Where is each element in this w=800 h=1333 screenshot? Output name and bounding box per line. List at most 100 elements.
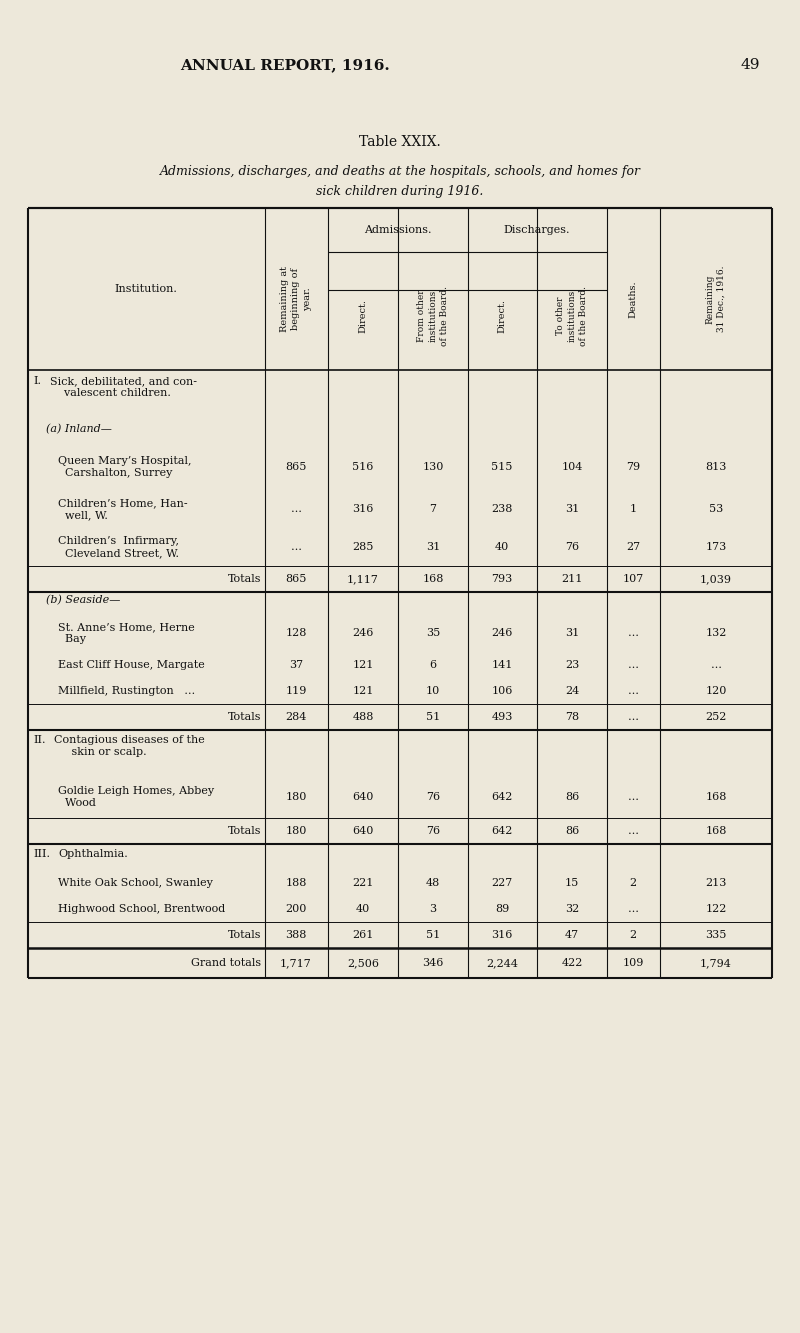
Text: 86: 86 [565, 792, 579, 802]
Text: 35: 35 [426, 628, 440, 639]
Text: 261: 261 [352, 930, 374, 940]
Text: Grand totals: Grand totals [191, 958, 261, 968]
Text: 86: 86 [565, 826, 579, 836]
Text: Ophthalmia.: Ophthalmia. [58, 849, 128, 858]
Text: 10: 10 [426, 686, 440, 696]
Text: 173: 173 [706, 543, 726, 552]
Text: Sick, debilitated, and con-
    valescent children.: Sick, debilitated, and con- valescent ch… [50, 376, 197, 399]
Text: 15: 15 [565, 878, 579, 888]
Text: ANNUAL REPORT, 1916.: ANNUAL REPORT, 1916. [180, 59, 390, 72]
Text: 7: 7 [430, 504, 437, 515]
Text: 2: 2 [630, 930, 637, 940]
Text: 316: 316 [352, 504, 374, 515]
Text: Contagious diseases of the
     skin or scalp.: Contagious diseases of the skin or scalp… [54, 734, 205, 757]
Text: 49: 49 [741, 59, 760, 72]
Text: …: … [627, 660, 638, 670]
Text: 2: 2 [630, 878, 637, 888]
Text: …: … [627, 686, 638, 696]
Text: 200: 200 [286, 904, 306, 914]
Text: 1,717: 1,717 [280, 958, 312, 968]
Text: Direct.: Direct. [358, 299, 367, 333]
Text: 51: 51 [426, 930, 440, 940]
Text: 48: 48 [426, 878, 440, 888]
Text: 422: 422 [562, 958, 582, 968]
Text: 79: 79 [626, 463, 640, 472]
Text: 488: 488 [352, 712, 374, 722]
Text: 37: 37 [289, 660, 303, 670]
Text: 76: 76 [426, 826, 440, 836]
Text: Children’s Home, Han-
  well, W.: Children’s Home, Han- well, W. [58, 497, 188, 520]
Text: 640: 640 [352, 826, 374, 836]
Text: 168: 168 [706, 826, 726, 836]
Text: 128: 128 [286, 628, 306, 639]
Text: 388: 388 [286, 930, 306, 940]
Text: Direct.: Direct. [498, 299, 506, 333]
Text: 40: 40 [495, 543, 509, 552]
Text: 104: 104 [562, 463, 582, 472]
Text: Queen Mary’s Hospital,
  Carshalton, Surrey: Queen Mary’s Hospital, Carshalton, Surre… [58, 456, 191, 479]
Text: 211: 211 [562, 575, 582, 584]
Text: …: … [627, 826, 638, 836]
Text: …: … [627, 712, 638, 722]
Text: 31: 31 [565, 504, 579, 515]
Text: 642: 642 [491, 792, 513, 802]
Text: 640: 640 [352, 792, 374, 802]
Text: Institution.: Institution. [114, 284, 178, 295]
Text: St. Anne’s Home, Herne
  Bay: St. Anne’s Home, Herne Bay [58, 621, 194, 644]
Text: …: … [627, 792, 638, 802]
Text: 3: 3 [430, 904, 437, 914]
Text: Discharges.: Discharges. [504, 225, 570, 235]
Text: 221: 221 [352, 878, 374, 888]
Text: 1: 1 [630, 504, 637, 515]
Text: 813: 813 [706, 463, 726, 472]
Text: 346: 346 [422, 958, 444, 968]
Text: 47: 47 [565, 930, 579, 940]
Text: 515: 515 [491, 463, 513, 472]
Text: 53: 53 [709, 504, 723, 515]
Text: Deaths.: Deaths. [629, 280, 638, 317]
Text: From other
institutions
of the Board.: From other institutions of the Board. [418, 287, 449, 347]
Text: 107: 107 [622, 575, 644, 584]
Text: 188: 188 [286, 878, 306, 888]
Text: 335: 335 [706, 930, 726, 940]
Text: 865: 865 [286, 463, 306, 472]
Text: 227: 227 [491, 878, 513, 888]
Text: Admissions.: Admissions. [364, 225, 432, 235]
Text: 119: 119 [286, 686, 306, 696]
Text: 122: 122 [706, 904, 726, 914]
Text: 121: 121 [352, 660, 374, 670]
Text: 106: 106 [491, 686, 513, 696]
Text: …: … [290, 504, 302, 515]
Text: 31: 31 [426, 543, 440, 552]
Text: 2,244: 2,244 [486, 958, 518, 968]
Text: 1,794: 1,794 [700, 958, 732, 968]
Text: Totals: Totals [227, 575, 261, 584]
Text: 1,039: 1,039 [700, 575, 732, 584]
Text: (b) Seaside—: (b) Seaside— [46, 595, 120, 605]
Text: 109: 109 [622, 958, 644, 968]
Text: 516: 516 [352, 463, 374, 472]
Text: 23: 23 [565, 660, 579, 670]
Text: 120: 120 [706, 686, 726, 696]
Text: 24: 24 [565, 686, 579, 696]
Text: 316: 316 [491, 930, 513, 940]
Text: (a) Inland—: (a) Inland— [46, 424, 112, 435]
Text: Totals: Totals [227, 826, 261, 836]
Text: 252: 252 [706, 712, 726, 722]
Text: East Cliff House, Margate: East Cliff House, Margate [58, 660, 205, 670]
Text: Table XXIX.: Table XXIX. [359, 135, 441, 149]
Text: Remaining
31 Dec., 1916.: Remaining 31 Dec., 1916. [706, 265, 726, 332]
Text: White Oak School, Swanley: White Oak School, Swanley [58, 878, 213, 888]
Text: To other
institutions
of the Board.: To other institutions of the Board. [557, 287, 587, 347]
Text: Goldie Leigh Homes, Abbey
  Wood: Goldie Leigh Homes, Abbey Wood [58, 785, 214, 808]
Text: 180: 180 [286, 792, 306, 802]
Text: 76: 76 [565, 543, 579, 552]
Text: 246: 246 [352, 628, 374, 639]
Text: Totals: Totals [227, 930, 261, 940]
Text: 493: 493 [491, 712, 513, 722]
Text: 40: 40 [356, 904, 370, 914]
Text: 180: 180 [286, 826, 306, 836]
Text: 246: 246 [491, 628, 513, 639]
Text: 27: 27 [626, 543, 640, 552]
Text: Admissions, discharges, and deaths at the hospitals, schools, and homes for: Admissions, discharges, and deaths at th… [159, 165, 641, 179]
